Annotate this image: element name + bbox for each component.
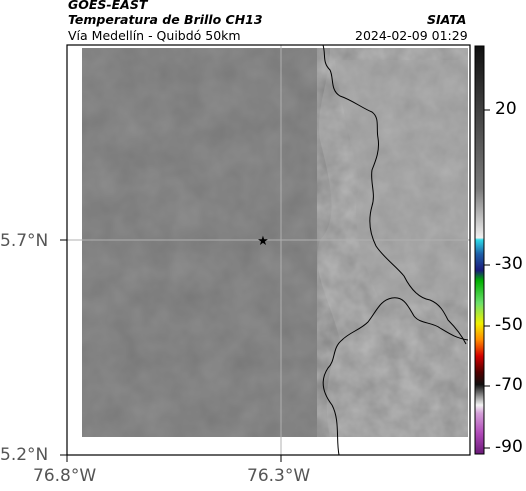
colorbar-label: 20: [495, 99, 517, 119]
lat-label-bottom: 5.2°N: [0, 445, 49, 465]
agency-label: SIATA: [427, 12, 467, 27]
colorbar-label: -70: [495, 375, 523, 395]
admin-border: [322, 297, 469, 456]
colorbar-label: -30: [495, 254, 523, 274]
plot-border: [66, 44, 471, 456]
product-title: Temperatura de Brillo CH13: [68, 12, 263, 27]
lat-label-top: 5.7°N: [0, 231, 49, 251]
admin-border: [322, 44, 467, 345]
colorbar-label: -50: [495, 315, 523, 335]
satellite-title: GOES-EAST: [68, 0, 148, 12]
timestamp-label: 2024-02-09 01:29: [355, 28, 468, 43]
colorbar: [474, 45, 485, 455]
lon-label-right: 76.3°W: [247, 466, 311, 486]
star-icon: ★: [257, 234, 269, 249]
region-label: Vía Medellín - Quibdó 50km: [68, 28, 241, 43]
colorbar-label: -90: [495, 437, 523, 457]
lon-label-left: 76.8°W: [33, 466, 97, 486]
satellite-image: [82, 48, 468, 437]
